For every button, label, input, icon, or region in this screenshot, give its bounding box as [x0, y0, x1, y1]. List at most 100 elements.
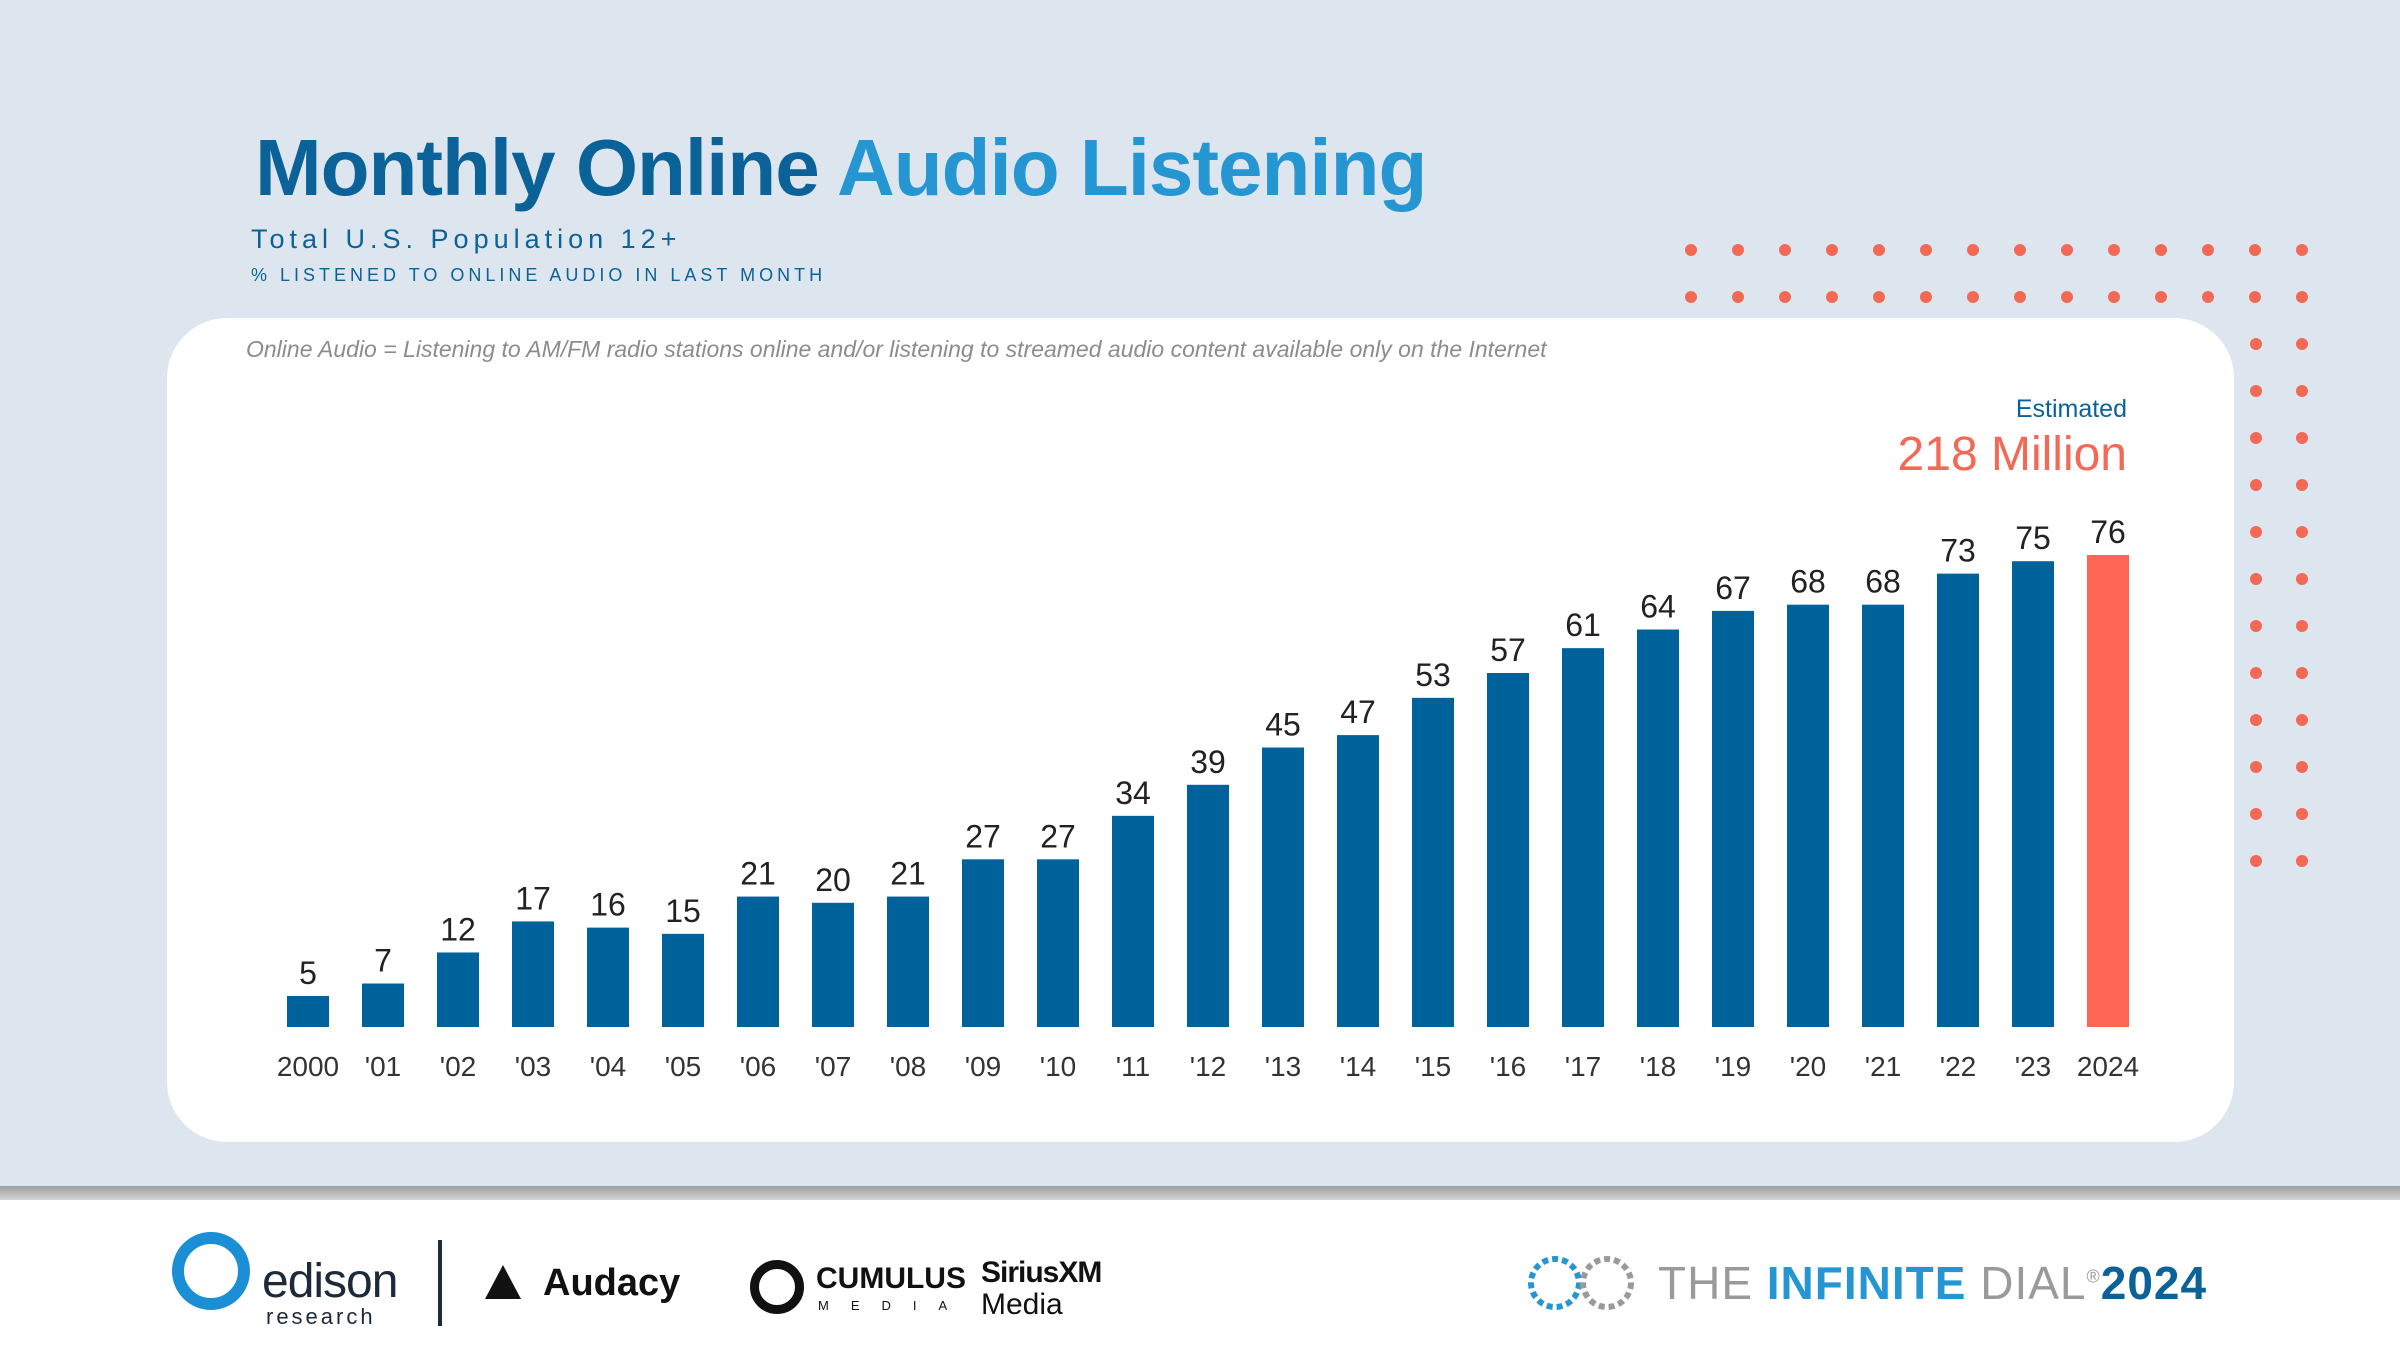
- bar-22: [1937, 573, 1979, 1027]
- cumulus-logo-sub: MEDIA: [818, 1298, 970, 1313]
- dial-dial: DIAL: [1966, 1257, 2087, 1309]
- estimate-value: 218 Million: [1897, 428, 2127, 481]
- bar-11: [1112, 815, 1154, 1027]
- bar-value-label: 34: [1115, 775, 1151, 811]
- bar-14: [1337, 735, 1379, 1027]
- x-tick-label: 2000: [277, 1051, 339, 1082]
- title-part-1: Monthly Online: [255, 123, 820, 212]
- estimate-label: Estimated: [2015, 395, 2127, 423]
- bar-value-label: 45: [1265, 707, 1301, 743]
- bar-value-label: 16: [590, 887, 626, 923]
- audacy-logo-text: Audacy: [543, 1262, 681, 1304]
- dial-year: 2024: [2100, 1257, 2208, 1309]
- dial-registered: ®: [2086, 1266, 2101, 1287]
- bar-18: [1637, 629, 1679, 1027]
- bar-10: [1037, 859, 1079, 1027]
- bar-4: [587, 927, 629, 1027]
- title-part-2: Audio Listening: [837, 123, 1427, 212]
- x-tick-label: '07: [815, 1051, 852, 1082]
- bar-value-label: 47: [1340, 694, 1376, 730]
- x-tick-label: '15: [1415, 1051, 1452, 1082]
- bar-1: [362, 983, 404, 1027]
- infinite-dial-logo-text: THE INFINITE DIAL®2024: [1658, 1256, 2207, 1310]
- bar-7: [812, 902, 854, 1027]
- bar-value-label: 7: [374, 943, 392, 979]
- bar-21: [1862, 604, 1904, 1027]
- dial-infinite: INFINITE: [1766, 1257, 1967, 1309]
- x-tick-label: '02: [440, 1051, 477, 1082]
- dial-the: THE: [1658, 1257, 1767, 1309]
- x-tick-label: '10: [1040, 1051, 1077, 1082]
- x-tick-label: '14: [1340, 1051, 1377, 1082]
- x-tick-label: '12: [1190, 1051, 1227, 1082]
- metric-label: % LISTENED TO ONLINE AUDIO IN LAST MONTH: [251, 265, 827, 285]
- cumulus-logo-text: CUMULUS: [816, 1262, 966, 1295]
- edison-logo-name: edison: [262, 1255, 398, 1308]
- bar-value-label: 20: [815, 862, 851, 898]
- x-tick-label: '22: [1940, 1051, 1977, 1082]
- bar-5: [662, 933, 704, 1027]
- x-tick-label: 2024: [2077, 1051, 2139, 1082]
- definition-note: Online Audio = Listening to AM/FM radio …: [246, 336, 1547, 362]
- x-tick-label: '16: [1490, 1051, 1527, 1082]
- bar-2: [437, 952, 479, 1027]
- x-tick-label: '21: [1865, 1051, 1902, 1082]
- audacy-logo-icon: [485, 1265, 521, 1299]
- infinite-dial-logo-icon: [1528, 1256, 1634, 1310]
- x-tick-label: '05: [665, 1051, 702, 1082]
- bar-value-label: 39: [1190, 744, 1226, 780]
- edison-logo-icon: [172, 1232, 250, 1310]
- x-tick-label: '19: [1715, 1051, 1752, 1082]
- siriusxm-media-logo: SiriusXM Media: [981, 1256, 1102, 1321]
- bar-value-label: 64: [1640, 589, 1676, 625]
- bar-value-label: 57: [1490, 632, 1526, 668]
- page-title: Monthly Online Audio Listening: [255, 122, 1427, 214]
- x-tick-label: '13: [1265, 1051, 1302, 1082]
- bar-value-label: 68: [1790, 564, 1826, 600]
- footer: [0, 1200, 2400, 1350]
- x-tick-label: '03: [515, 1051, 552, 1082]
- x-tick-label: '06: [740, 1051, 777, 1082]
- bar-17: [1562, 648, 1604, 1027]
- bar-16: [1487, 673, 1529, 1027]
- footer-divider: [0, 1186, 2400, 1200]
- bar-value-label: 67: [1715, 570, 1751, 606]
- infinite-dial-logo: THE INFINITE DIAL®2024: [1525, 1248, 2225, 1318]
- x-tick-label: '23: [2015, 1051, 2052, 1082]
- bar-value-label: 21: [890, 856, 926, 892]
- logo-divider: [438, 1240, 442, 1326]
- x-tick-label: '11: [1116, 1051, 1150, 1082]
- edison-logo-sub: research: [266, 1304, 376, 1329]
- bar-24: [2087, 555, 2129, 1027]
- bar-value-label: 15: [665, 893, 701, 929]
- bar-19: [1712, 610, 1754, 1027]
- x-tick-label: '01: [365, 1051, 402, 1082]
- bar-value-label: 27: [965, 818, 1001, 854]
- x-tick-label: '20: [1790, 1051, 1827, 1082]
- bar-0: [287, 995, 329, 1027]
- edison-research-logo: edison research: [170, 1228, 430, 1338]
- bar-value-label: 61: [1565, 607, 1601, 643]
- bar-13: [1262, 747, 1304, 1027]
- bar-8: [887, 896, 929, 1027]
- x-tick-label: '18: [1640, 1051, 1677, 1082]
- bar-value-label: 76: [2090, 514, 2126, 550]
- bar-value-label: 27: [1040, 818, 1076, 854]
- bar-value-label: 12: [440, 911, 476, 947]
- bar-23: [2012, 561, 2054, 1027]
- bar-value-label: 73: [1940, 533, 1976, 569]
- siriusxm-logo-text: SiriusXM: [981, 1256, 1102, 1289]
- x-tick-label: '08: [890, 1051, 927, 1082]
- bar-3: [512, 921, 554, 1027]
- siriusxm-logo-sub: Media: [981, 1288, 1063, 1321]
- x-tick-label: '04: [590, 1051, 627, 1082]
- bar-15: [1412, 697, 1454, 1027]
- bar-value-label: 5: [299, 955, 317, 991]
- bar-9: [962, 859, 1004, 1027]
- bar-value-label: 53: [1415, 657, 1451, 693]
- bar-20: [1787, 604, 1829, 1027]
- bar-value-label: 68: [1865, 564, 1901, 600]
- cumulus-logo-icon: [750, 1260, 804, 1314]
- x-tick-label: '09: [965, 1051, 1002, 1082]
- subtitle: Total U.S. Population 12+: [251, 224, 682, 254]
